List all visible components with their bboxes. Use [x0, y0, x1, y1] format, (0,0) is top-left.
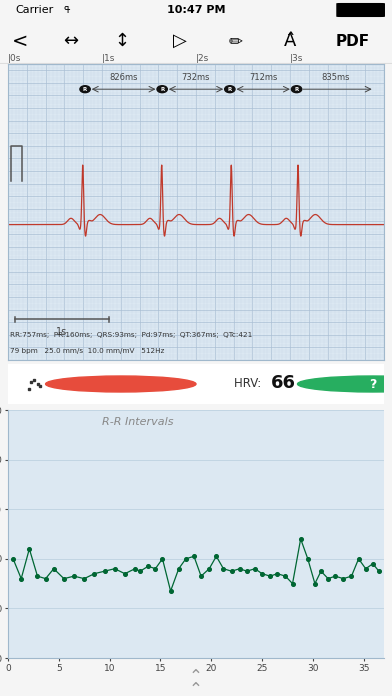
Point [167, 585, 174, 596]
Point [267, 571, 273, 582]
Circle shape [80, 86, 90, 93]
Text: R: R [228, 87, 232, 92]
Point [102, 566, 108, 577]
Point [370, 558, 376, 569]
Text: 712ms: 712ms [249, 72, 278, 81]
Point [229, 566, 235, 577]
Text: ↕: ↕ [114, 32, 129, 50]
Point [305, 553, 311, 564]
Point [122, 568, 128, 579]
Text: R: R [160, 87, 164, 92]
Text: R: R [294, 87, 299, 92]
Circle shape [298, 376, 392, 392]
Text: 79 bpm   25.0 mm/s  10.0 mm/mV   512Hz: 79 bpm 25.0 mm/s 10.0 mm/mV 512Hz [10, 347, 164, 354]
Text: |0s: |0s [8, 54, 22, 63]
Point [274, 568, 280, 579]
Point [220, 563, 227, 574]
Point [176, 563, 182, 574]
Text: |2s: |2s [196, 54, 209, 63]
Point [42, 573, 49, 584]
Point [236, 563, 243, 574]
Point [348, 571, 355, 582]
Text: PDF: PDF [336, 33, 370, 49]
Text: R-R Intervals: R-R Intervals [102, 418, 174, 427]
Point [332, 571, 338, 582]
Point [91, 568, 98, 579]
Text: 835ms: 835ms [321, 72, 350, 81]
Point [312, 578, 318, 590]
Point [61, 573, 67, 584]
Circle shape [291, 86, 302, 93]
Point [206, 563, 212, 574]
Point [159, 553, 165, 564]
FancyBboxPatch shape [0, 363, 392, 405]
Point [298, 533, 304, 544]
Point [26, 544, 33, 555]
Text: ↔: ↔ [63, 32, 78, 50]
Text: ✏: ✏ [228, 32, 242, 50]
Point [340, 573, 347, 584]
Text: ↗: ↗ [68, 375, 83, 393]
Text: 10:47 PM: 10:47 PM [167, 5, 225, 15]
Text: ▷: ▷ [173, 32, 187, 50]
Point [132, 563, 138, 574]
Circle shape [225, 86, 235, 93]
Text: R: R [83, 87, 87, 92]
Point [289, 578, 296, 590]
Text: RR:757ms;  PR:160ms;  QRS:93ms;  Pd:97ms;  QT:367ms;  QTc:421: RR:757ms; PR:160ms; QRS:93ms; Pd:97ms; Q… [10, 332, 252, 338]
Point [213, 551, 220, 562]
Point [325, 573, 331, 584]
Circle shape [157, 86, 167, 93]
Point [10, 553, 16, 564]
Point [363, 563, 369, 574]
Text: ms (RMSSD): ms (RMSSD) [305, 378, 372, 388]
Text: 66: 66 [271, 374, 296, 393]
Text: 1s: 1s [56, 326, 67, 337]
FancyBboxPatch shape [337, 3, 384, 16]
Point [34, 571, 41, 582]
Point [51, 563, 57, 574]
Text: Carrier: Carrier [16, 5, 54, 15]
Text: ⌃: ⌃ [189, 680, 203, 696]
Point [244, 566, 250, 577]
Text: 732ms: 732ms [182, 72, 210, 81]
Circle shape [45, 376, 196, 392]
Text: HRV:: HRV: [234, 377, 265, 390]
Point [137, 566, 143, 577]
Text: |3s: |3s [290, 54, 303, 63]
Point [112, 563, 118, 574]
Text: ߟ: ߟ [63, 5, 70, 15]
Point [282, 571, 289, 582]
Point [376, 566, 382, 577]
Point [191, 551, 197, 562]
Point [318, 566, 324, 577]
Point [356, 553, 362, 564]
Point [152, 563, 158, 574]
Point [252, 563, 258, 574]
Text: ?: ? [369, 377, 376, 390]
Point [259, 568, 265, 579]
Point [81, 573, 87, 584]
Text: 826ms: 826ms [109, 72, 138, 81]
Text: Â: Â [284, 32, 296, 50]
Point [71, 571, 77, 582]
Point [198, 571, 204, 582]
Point [183, 553, 189, 564]
Point [18, 573, 24, 584]
Text: ⌃: ⌃ [189, 667, 203, 685]
Text: <: < [11, 31, 28, 51]
Text: |1s: |1s [102, 54, 115, 63]
Point [145, 561, 151, 572]
